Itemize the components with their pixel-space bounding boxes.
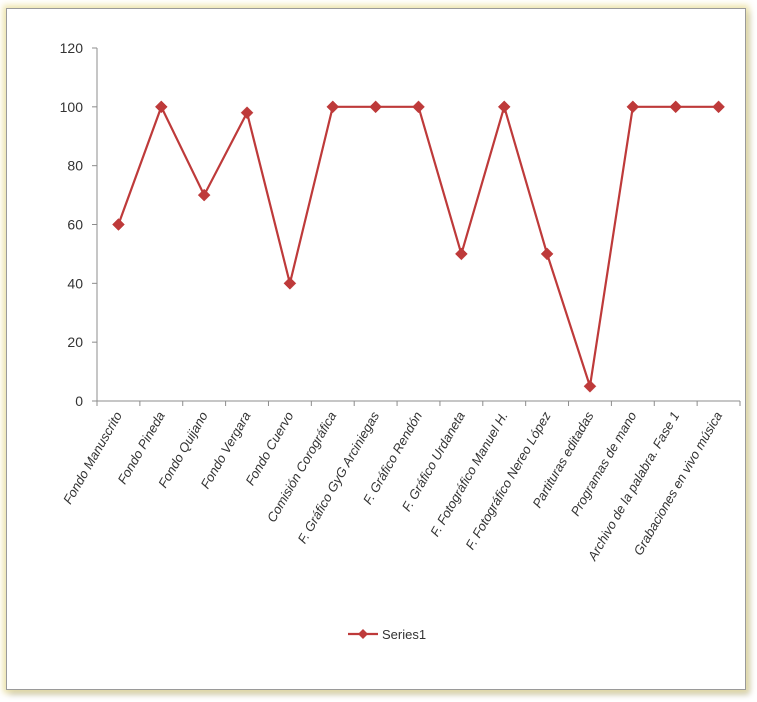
series-line: [117, 102, 719, 387]
x-category-label: Fondo Manuscrito: [60, 409, 125, 507]
series-group: [112, 100, 725, 393]
legend-label: Series1: [382, 627, 426, 642]
y-axis: 0 20 40 60 80 100 120: [60, 40, 98, 409]
y-tick-label: 60: [67, 217, 83, 233]
data-point-marker: [540, 247, 554, 261]
data-point-marker: [583, 379, 597, 393]
data-point-marker: [197, 188, 211, 202]
y-tick-label: 40: [67, 275, 83, 291]
y-tick-label: 100: [60, 99, 84, 115]
data-point-marker: [626, 100, 640, 114]
x-category-label: Grabaciones en vivo música: [631, 409, 726, 558]
data-point-marker: [112, 218, 125, 231]
y-tick-label: 80: [67, 158, 83, 174]
x-category-label: F. Fotográfico Manuel H.: [427, 409, 511, 539]
data-point-marker: [669, 100, 683, 114]
y-tick-label: 0: [75, 393, 83, 409]
x-category-label: F. Gráfico GyG Arciniegas: [294, 409, 382, 546]
legend-marker-sample: [358, 629, 368, 639]
data-point-marker: [497, 100, 511, 114]
data-point-marker: [326, 100, 340, 114]
data-point-marker: [412, 100, 425, 114]
data-point-marker: [369, 100, 382, 114]
chart-frame: [6, 8, 746, 690]
y-tick-label: 20: [67, 334, 83, 350]
x-category-label: F. Fotográfico Nereo López: [462, 409, 554, 553]
data-point-marker: [240, 106, 254, 120]
data-point-marker: [455, 247, 468, 261]
data-point-marker: [283, 276, 297, 290]
data-point-marker: [154, 100, 168, 114]
data-point-marker: [712, 100, 725, 114]
legend: Series1: [348, 627, 426, 642]
y-tick-label: 120: [60, 40, 84, 56]
